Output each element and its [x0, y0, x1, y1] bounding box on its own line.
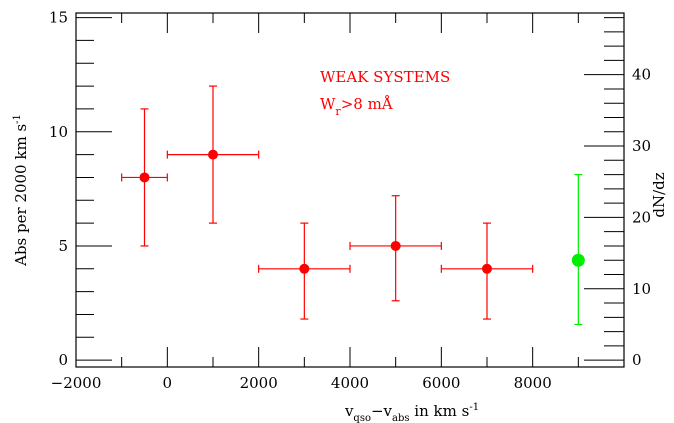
y-tick-label: 0	[58, 351, 68, 369]
x-axis-label: vqso−vabs in km s-1	[344, 402, 479, 423]
y2-tick-label: 0	[632, 351, 642, 369]
data-point	[390, 240, 401, 251]
x-tick-label: 2000	[240, 374, 278, 392]
y2-tick-label: 20	[632, 208, 651, 226]
annotation-weak-systems: WEAK SYSTEMS	[320, 68, 450, 86]
y2-axis-label: dN/dz	[650, 172, 668, 217]
y-tick-label: 15	[49, 9, 68, 27]
y-tick-label: 5	[58, 237, 68, 255]
x-tick-label: 8000	[514, 374, 552, 392]
x-tick-label: 6000	[422, 374, 460, 392]
axis-ticks: −2000 0 2000 4000 6000 8000 0 5 10 15 0 10 20 30 40	[49, 9, 651, 392]
data-point	[299, 263, 310, 274]
annotation-wr-threshold: Wr>8 mÅ	[320, 95, 393, 118]
y2-tick-label: 30	[632, 137, 651, 155]
x-tick-label: 4000	[331, 374, 369, 392]
data-point	[571, 253, 585, 267]
y2-tick-label: 10	[632, 280, 651, 298]
data-marks	[121, 85, 585, 326]
y-tick-label: 10	[49, 123, 68, 141]
y-axis-label: Abs per 2000 km s-1	[12, 114, 30, 267]
plot-frame	[75, 12, 625, 368]
data-point	[482, 263, 492, 274]
data-point	[208, 149, 218, 160]
y2-tick-label: 40	[632, 66, 651, 84]
data-point	[139, 172, 150, 183]
x-tick-label: −2000	[51, 374, 102, 392]
x-tick-label: 0	[163, 374, 173, 392]
